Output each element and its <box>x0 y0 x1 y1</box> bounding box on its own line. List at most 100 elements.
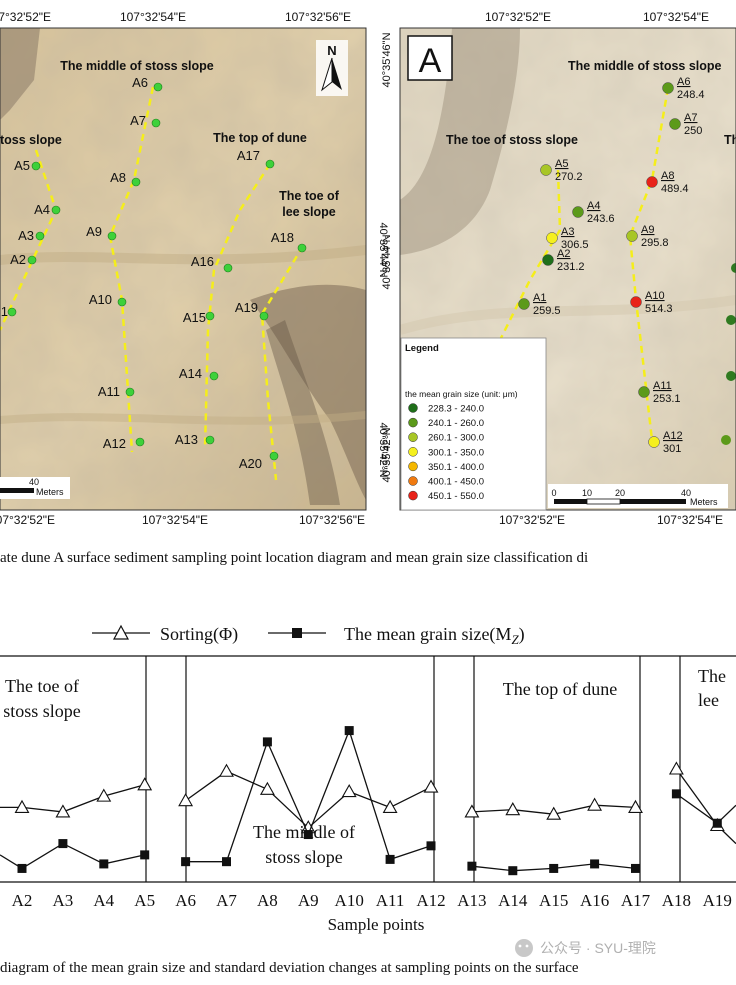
right-sample-point-A5 <box>540 164 552 176</box>
right-scale-unit: Meters <box>690 497 718 507</box>
left-sample-point-A11 <box>125 387 135 397</box>
left-label-top-dune: The top of dune <box>213 131 307 145</box>
right-sample-point-A9 <box>626 230 638 242</box>
section-label-0-1: stoss slope <box>3 701 81 721</box>
left-map-right-tick-1: 40°35'44"N <box>377 222 389 277</box>
legend-swatch-6 <box>408 490 418 501</box>
right-sample-point-A4 <box>572 206 584 218</box>
sorting-point-A3 <box>55 804 71 818</box>
right-scale-bar: 0 10 20 40 Meters <box>548 484 728 508</box>
right-sample-id-A4: A4 <box>587 200 600 212</box>
legend-range-3: 300.1 - 350.0 <box>428 447 484 458</box>
mz-point-A9 <box>303 830 313 840</box>
mz-point-A19 <box>712 818 722 828</box>
left-label-toe-lee-2: lee slope <box>282 205 336 219</box>
sorting-point-A6 <box>178 793 194 807</box>
left-sample-point-A17 <box>265 159 275 169</box>
left-sample-label-A1: 1 <box>1 304 8 319</box>
left-sample-label-A3: A3 <box>18 228 34 243</box>
legend-swatch-2 <box>408 432 418 442</box>
left-scale-bar: 40 Meters <box>0 477 70 499</box>
left-sample-label-A16: A16 <box>191 254 214 269</box>
mz-point-A17 <box>631 863 640 873</box>
north-label: N <box>327 43 336 58</box>
left-sample-point-A12 <box>135 437 145 447</box>
legend-swatch-1 <box>408 417 418 428</box>
left-scale-value: 40 <box>29 477 39 487</box>
left-sample-point-A19 <box>259 311 269 321</box>
right-sample-point-A12 <box>648 436 660 448</box>
left-map-bottom-tick-3: 107°32'56"E <box>299 513 365 527</box>
section-label-0-0: The toe of <box>5 676 79 696</box>
watermark: 公众号 · SYU-理院 <box>515 939 656 957</box>
x-tick-A17: A17 <box>621 891 651 910</box>
sorting-point-A12 <box>423 779 439 793</box>
left-sample-label-A14: A14 <box>179 366 202 381</box>
mz-point-A6 <box>181 857 191 867</box>
right-sample-point-A8 <box>646 176 658 188</box>
sorting-point-A18 <box>668 761 684 775</box>
sorting-point-A2 <box>14 799 30 813</box>
x-tick-A16: A16 <box>580 891 609 910</box>
right-sample-point-A3 <box>546 232 558 244</box>
grain-size-legend: Legend the mean grain size (unit: μm) 22… <box>400 337 547 511</box>
left-sample-point-A4 <box>51 205 61 215</box>
mz-point-A11 <box>385 854 395 864</box>
sorting-point-A17 <box>628 799 643 813</box>
right-sample-value-A4: 243.6 <box>587 213 615 225</box>
section-label-3-1: lee <box>698 690 719 710</box>
x-tick-A5: A5 <box>134 891 155 910</box>
sorting-point-A4 <box>96 788 112 802</box>
sorting-point-A8 <box>259 781 275 795</box>
right-sample-value-A11: 253.1 <box>653 393 681 405</box>
right-map-left-tick-1: 40°35'46"N <box>381 32 393 87</box>
x-tick-A19: A19 <box>703 891 732 910</box>
left-sample-label-A9: A9 <box>86 224 102 239</box>
right-map-left-tick-3: 40°35'42"N <box>381 427 393 482</box>
right-scale-tick-0: 0 <box>551 488 556 498</box>
legend-swatch-4 <box>408 461 418 472</box>
left-sample-point-A14 <box>209 371 219 381</box>
mz-point-A13 <box>467 861 477 871</box>
legend-range-2: 260.1 - 300.0 <box>428 433 484 444</box>
left-sample-point-A5 <box>31 161 41 171</box>
x-tick-A11: A11 <box>376 891 405 910</box>
section-label-3-0: The <box>698 666 726 686</box>
left-sample-point-A15 <box>205 311 215 321</box>
left-sample-label-A19: A19 <box>235 300 258 315</box>
right-sample-id-A6: A6 <box>677 76 690 88</box>
right-sample-id-A1: A1 <box>533 292 546 304</box>
x-tick-A18: A18 <box>662 891 691 910</box>
legend-range-0: 228.3 - 240.0 <box>428 404 484 415</box>
right-label-cut-top: Th <box>724 133 736 147</box>
left-sample-point-A3 <box>35 231 45 241</box>
left-map-right-tick-2: 40°35'42"N <box>377 422 389 477</box>
right-sample-id-A2: A2 <box>557 248 570 260</box>
sorting-point-A16 <box>587 797 603 811</box>
right-sample-id-A10: A10 <box>645 290 665 302</box>
legend-range-5: 400.1 - 450.0 <box>428 477 484 488</box>
chart-x-axis-title: Sample points <box>328 915 425 934</box>
mz-point-A15 <box>549 863 559 873</box>
panel-letter: A <box>419 42 442 80</box>
mz-point-A16 <box>590 859 600 869</box>
left-sample-point-A10 <box>117 297 127 307</box>
grain-size-chart: Sorting(Φ) The mean grain size(MZ) The t… <box>0 624 736 934</box>
right-label-toe-stoss: The toe of stoss slope <box>446 133 578 147</box>
chart-legend: Sorting(Φ) The mean grain size(MZ) <box>92 624 525 647</box>
x-tick-A9: A9 <box>298 891 319 910</box>
left-label-toe-lee-1: The toe of <box>279 189 340 203</box>
x-tick-A10: A10 <box>335 891 364 910</box>
left-sample-label-A17: A17 <box>237 148 260 163</box>
series-0-line-segment-3 <box>675 768 718 826</box>
series-1-line-segment-0 <box>21 842 145 869</box>
right-sample-value-A6: 248.4 <box>677 89 705 101</box>
sorting-point-A5 <box>137 777 153 791</box>
left-sample-point-A7 <box>151 118 161 128</box>
mz-point-A4 <box>99 859 109 869</box>
left-sample-point-A20 <box>269 451 279 461</box>
legend-range-4: 350.1 - 400.0 <box>428 462 484 473</box>
left-sample-point-A13 <box>205 435 215 445</box>
left-sample-point-A1 <box>7 307 17 317</box>
